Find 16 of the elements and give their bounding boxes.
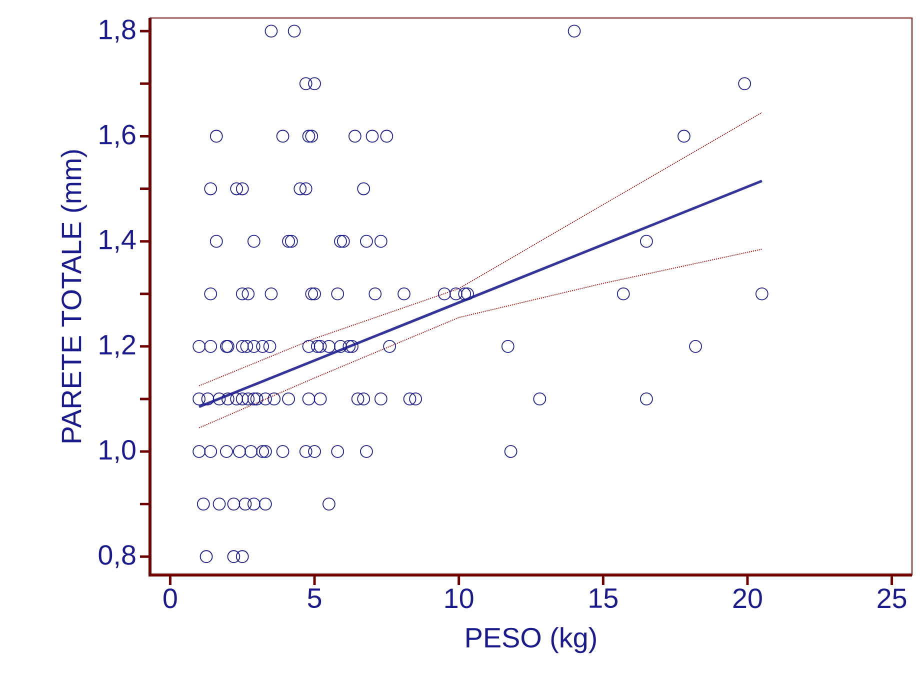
y-tick-label: 0,8 — [98, 545, 136, 568]
x-tick-label: 20 — [733, 588, 762, 608]
x-tick-label: 10 — [445, 588, 474, 608]
x-tick-label: 25 — [878, 588, 906, 608]
line-series — [198, 112, 762, 386]
line-series — [198, 248, 762, 428]
y-axis-title: PARETE TOTALE (mm) — [60, 150, 87, 442]
x-tick-label: 15 — [590, 588, 618, 608]
y-tick-label: 1,0 — [100, 440, 136, 464]
y-tick-label: 1,2 — [100, 334, 136, 358]
x-tick-label: 0 — [164, 588, 177, 608]
x-tick-label: 5 — [308, 588, 322, 608]
y-tick-label: 1,4 — [100, 230, 136, 253]
x-axis-title: PESO (kg) — [466, 627, 596, 654]
y-tick-label: 1,6 — [100, 124, 136, 148]
y-tick-label: 1,8 — [100, 20, 136, 43]
